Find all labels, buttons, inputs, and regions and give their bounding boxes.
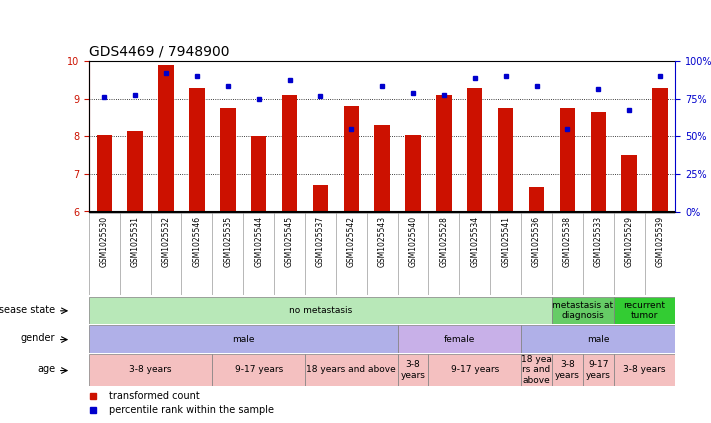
Text: GSM1025532: GSM1025532 <box>161 216 171 267</box>
Text: GSM1025545: GSM1025545 <box>285 216 294 267</box>
Text: no metastasis: no metastasis <box>289 306 352 315</box>
Bar <box>429 354 521 386</box>
Bar <box>583 354 614 386</box>
Bar <box>614 354 675 386</box>
Bar <box>89 297 552 324</box>
Bar <box>552 297 614 324</box>
Text: 9-17 years: 9-17 years <box>451 365 499 374</box>
Text: GSM1025546: GSM1025546 <box>193 216 201 267</box>
Text: GDS4469 / 7948900: GDS4469 / 7948900 <box>89 45 230 59</box>
Bar <box>89 354 213 386</box>
Bar <box>521 325 675 353</box>
Text: 18 years and above: 18 years and above <box>306 365 396 374</box>
Text: GSM1025537: GSM1025537 <box>316 216 325 267</box>
Bar <box>189 88 205 212</box>
Text: male: male <box>587 335 609 343</box>
Text: recurrent
tumor: recurrent tumor <box>624 301 665 320</box>
Text: 9-17
years: 9-17 years <box>586 360 611 379</box>
Text: female: female <box>444 335 475 343</box>
Bar <box>405 135 421 212</box>
Bar <box>591 112 606 212</box>
Text: metastasis at
diagnosis: metastasis at diagnosis <box>552 301 614 320</box>
Text: male: male <box>232 335 255 343</box>
Text: 18 yea
rs and
above: 18 yea rs and above <box>521 355 552 385</box>
Text: GSM1025539: GSM1025539 <box>656 216 665 267</box>
Text: GSM1025542: GSM1025542 <box>347 216 356 267</box>
Text: GSM1025544: GSM1025544 <box>254 216 263 267</box>
Text: gender: gender <box>21 333 55 343</box>
Bar <box>343 107 359 212</box>
Text: GSM1025541: GSM1025541 <box>501 216 510 267</box>
Text: disease state: disease state <box>0 305 55 315</box>
Text: percentile rank within the sample: percentile rank within the sample <box>109 405 274 415</box>
Bar <box>89 325 397 353</box>
Text: GSM1025543: GSM1025543 <box>378 216 387 267</box>
Bar <box>498 108 513 212</box>
Bar <box>282 95 297 212</box>
Text: 3-8
years: 3-8 years <box>555 360 580 379</box>
Text: GSM1025535: GSM1025535 <box>223 216 232 267</box>
Text: 3-8
years: 3-8 years <box>400 360 425 379</box>
Text: 3-8 years: 3-8 years <box>624 365 665 374</box>
Bar <box>397 354 429 386</box>
Bar <box>560 108 575 212</box>
Text: GSM1025533: GSM1025533 <box>594 216 603 267</box>
Text: GSM1025534: GSM1025534 <box>470 216 479 267</box>
Bar <box>467 88 483 212</box>
Text: 9-17 years: 9-17 years <box>235 365 283 374</box>
Text: GSM1025529: GSM1025529 <box>625 216 634 267</box>
Bar <box>614 297 675 324</box>
Bar <box>621 155 637 212</box>
Bar <box>97 135 112 212</box>
Bar <box>251 137 267 212</box>
Bar <box>213 354 305 386</box>
Bar <box>127 131 143 212</box>
Bar <box>375 125 390 212</box>
Text: GSM1025538: GSM1025538 <box>563 216 572 267</box>
Text: GSM1025531: GSM1025531 <box>131 216 139 267</box>
Text: GSM1025528: GSM1025528 <box>439 216 449 267</box>
Bar <box>305 354 397 386</box>
Text: age: age <box>37 364 55 374</box>
Text: GSM1025540: GSM1025540 <box>409 216 417 267</box>
Bar <box>529 187 544 212</box>
Bar <box>652 88 668 212</box>
Text: transformed count: transformed count <box>109 391 201 401</box>
Text: GSM1025530: GSM1025530 <box>100 216 109 267</box>
Bar <box>313 185 328 212</box>
Bar <box>159 65 173 211</box>
Text: GSM1025536: GSM1025536 <box>532 216 541 267</box>
Bar <box>436 95 451 212</box>
Bar <box>220 108 235 212</box>
Text: 3-8 years: 3-8 years <box>129 365 172 374</box>
Bar <box>397 325 521 353</box>
Bar <box>521 354 552 386</box>
Bar <box>552 354 583 386</box>
